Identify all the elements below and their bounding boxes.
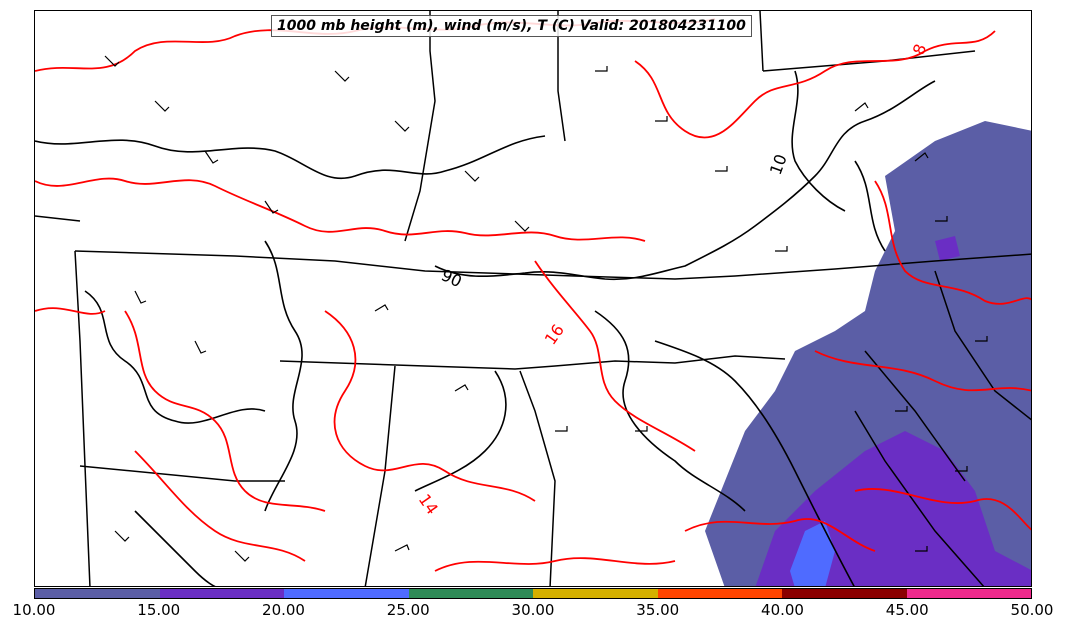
colorbar-segment bbox=[906, 589, 1031, 598]
boundary-line bbox=[864, 350, 966, 482]
boundary-line bbox=[934, 270, 1031, 421]
colorbar-tick-label: 45.00 bbox=[885, 601, 929, 619]
height-contour-line bbox=[654, 340, 855, 586]
colorbar-tick-label: 20.00 bbox=[262, 601, 305, 619]
colorbar-tick-label: 15.00 bbox=[137, 601, 181, 619]
boundary-line bbox=[74, 250, 91, 586]
precip-shading bbox=[705, 121, 1031, 586]
temperature-label-14: 14 bbox=[415, 490, 442, 518]
temperature-label-16: 16 bbox=[541, 321, 568, 349]
height-contour-line bbox=[84, 290, 266, 424]
wind-barbs bbox=[104, 55, 988, 562]
boundary-line bbox=[557, 11, 566, 142]
wind-barb bbox=[935, 216, 948, 222]
height-contours bbox=[35, 70, 936, 586]
height-contour-line bbox=[434, 80, 936, 281]
height-label-10: 10 bbox=[766, 152, 791, 178]
wind-barb bbox=[914, 152, 929, 162]
colorbar-segment bbox=[657, 589, 782, 598]
wind-barb bbox=[104, 55, 120, 67]
wind-barb bbox=[715, 166, 728, 172]
temperature-contour-line bbox=[814, 350, 1031, 392]
precip-region-20-25 bbox=[790, 521, 835, 586]
wind-barb bbox=[334, 70, 350, 82]
wind-barb bbox=[194, 340, 207, 354]
wind-barb bbox=[394, 544, 410, 552]
wind-barb bbox=[134, 290, 147, 304]
wind-barb bbox=[595, 66, 608, 72]
temperature-contour-line bbox=[35, 177, 646, 242]
wind-barb bbox=[514, 220, 530, 232]
temperature-contour-line bbox=[534, 260, 696, 452]
colorbar-tick-label: 50.00 bbox=[1010, 601, 1054, 619]
temperature-contour-line bbox=[874, 180, 1031, 305]
height-contour-line bbox=[134, 510, 216, 586]
height-contour-line bbox=[854, 160, 886, 252]
wind-barb bbox=[114, 530, 130, 542]
temperature-contour-line bbox=[124, 310, 326, 512]
boundary-line bbox=[364, 365, 396, 586]
colorbar-segment bbox=[159, 589, 284, 598]
colorbar-tick-label: 10.00 bbox=[12, 601, 56, 619]
colorbar-segment bbox=[284, 589, 409, 598]
wind-barb bbox=[374, 304, 389, 312]
boundary-line bbox=[35, 215, 81, 222]
temperature-contour-line bbox=[634, 30, 996, 139]
height-contour-line bbox=[594, 310, 746, 512]
temperature-contour-line bbox=[35, 307, 106, 315]
height-contour-line bbox=[264, 240, 303, 512]
boundary-line bbox=[279, 355, 786, 370]
map-canvas: 90 10 16 14 8 bbox=[35, 11, 1031, 586]
state-boundaries bbox=[35, 11, 1031, 586]
temperature-contour-line bbox=[434, 557, 676, 572]
boundary-line bbox=[79, 465, 285, 482]
temperature-label-8: 8 bbox=[909, 41, 930, 57]
wind-barb bbox=[154, 100, 170, 112]
wind-barb bbox=[655, 116, 668, 122]
colorbar-tick-label: 25.00 bbox=[386, 601, 430, 619]
wind-barb bbox=[464, 170, 480, 182]
colorbar-segment bbox=[782, 589, 907, 598]
colorbar-ticks: 10.00 15.00 20.00 25.00 30.00 35.00 40.00 45.00… bbox=[0, 601, 1065, 623]
temperature-contour-line bbox=[134, 450, 306, 562]
temperature-contour-line bbox=[684, 518, 876, 552]
wind-barb bbox=[394, 120, 410, 132]
wind-barb bbox=[635, 426, 648, 432]
height-contour-line bbox=[791, 70, 846, 212]
wind-barb bbox=[234, 550, 250, 562]
temperature-contour-line bbox=[324, 310, 536, 502]
boundary-line bbox=[519, 370, 556, 586]
wind-barb bbox=[555, 426, 568, 432]
precip-region-15-20-small bbox=[935, 236, 960, 261]
colorbar-tick-label: 30.00 bbox=[511, 601, 555, 619]
boundary-line bbox=[74, 250, 1031, 280]
boundary-line bbox=[854, 410, 985, 586]
wind-barb bbox=[975, 336, 988, 342]
colorbar bbox=[34, 588, 1032, 599]
boundary-line bbox=[759, 11, 764, 72]
wind-barb bbox=[454, 384, 469, 392]
colorbar-tick-label: 40.00 bbox=[761, 601, 804, 619]
colorbar-segment bbox=[408, 589, 533, 598]
colorbar-tick-label: 35.00 bbox=[636, 601, 680, 619]
boundary-line bbox=[404, 11, 436, 242]
wind-barb bbox=[854, 102, 869, 112]
colorbar-segment bbox=[533, 589, 658, 598]
map-title: 1000 mb height (m), wind (m/s), T (C) Va… bbox=[271, 15, 752, 37]
wind-barb bbox=[915, 546, 928, 552]
wind-barb bbox=[775, 246, 788, 252]
wind-barb bbox=[895, 406, 908, 412]
height-contour-line bbox=[414, 370, 507, 492]
wind-barb bbox=[204, 150, 219, 164]
wind-barb bbox=[955, 466, 968, 472]
wind-barb bbox=[264, 200, 279, 214]
map-panel: 90 10 16 14 8 bbox=[34, 10, 1032, 587]
colorbar-segment bbox=[35, 589, 160, 598]
temperature-contour-line bbox=[854, 488, 1031, 531]
height-contour-line bbox=[35, 135, 546, 179]
